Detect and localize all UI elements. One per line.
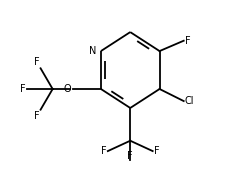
- Text: F: F: [20, 84, 26, 94]
- Text: F: F: [34, 111, 40, 121]
- Text: O: O: [64, 84, 71, 94]
- Text: F: F: [127, 151, 133, 161]
- Text: F: F: [153, 146, 158, 156]
- Text: F: F: [101, 146, 106, 156]
- Text: F: F: [184, 36, 189, 46]
- Text: N: N: [89, 46, 96, 56]
- Text: F: F: [34, 57, 40, 67]
- Text: Cl: Cl: [184, 96, 193, 106]
